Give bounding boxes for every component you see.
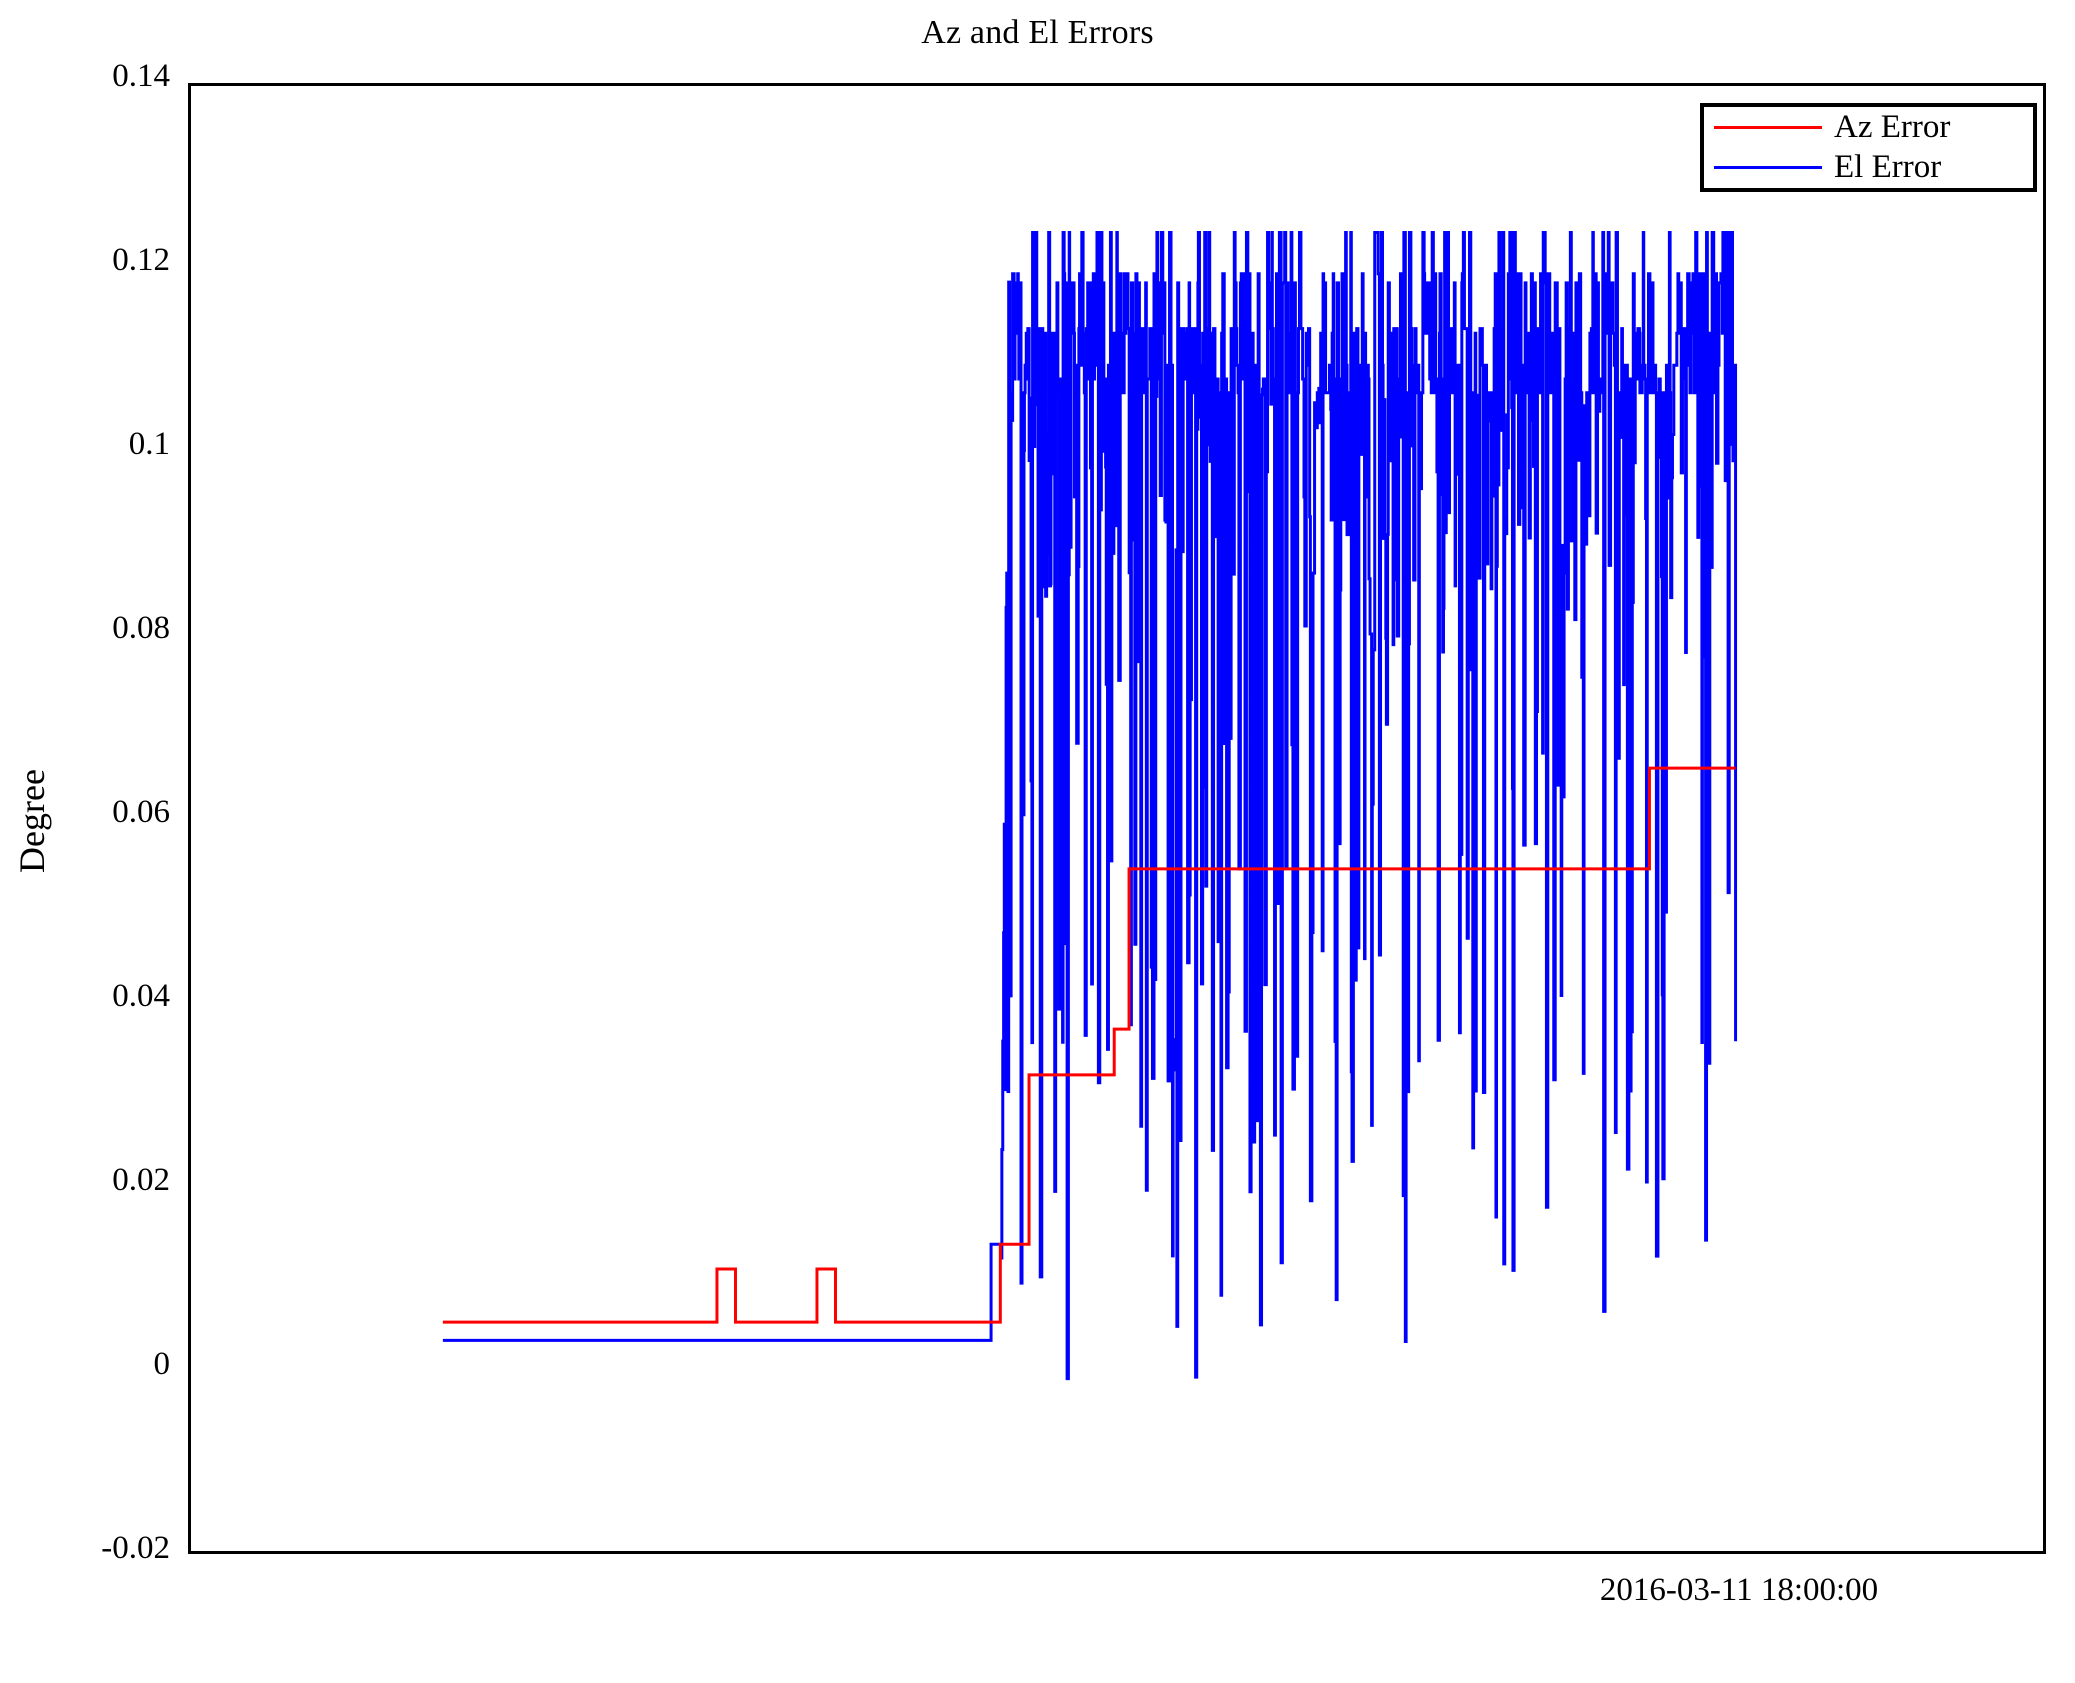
legend-color-swatch-el bbox=[1714, 166, 1822, 170]
y-tick-label-1: 0.12 bbox=[112, 242, 170, 278]
series-az-error bbox=[442, 766, 1736, 1324]
legend-label-az: Az Error bbox=[1834, 108, 1951, 145]
y-tick-label-4: 0.06 bbox=[112, 794, 170, 830]
x-tick-label: 2016-03-11 18:00:00 bbox=[1599, 1572, 1879, 1608]
y-tick-label-7: 0 bbox=[153, 1346, 171, 1382]
legend-item-el-error: El Error bbox=[1704, 148, 2033, 189]
legend: Az Error El Error bbox=[1700, 103, 2037, 192]
y-tick-label-0: 0.14 bbox=[112, 58, 170, 94]
series-el-error bbox=[442, 231, 1738, 1381]
y-tick-label-8: -0.02 bbox=[101, 1530, 170, 1566]
plot-area bbox=[188, 83, 2046, 1554]
data-series-canvas bbox=[442, 231, 1738, 1381]
y-tick-label-5: 0.04 bbox=[112, 978, 170, 1014]
page-title: Az and El Errors bbox=[921, 14, 1154, 51]
y-tick-label-6: 0.02 bbox=[112, 1162, 170, 1198]
legend-label-el: El Error bbox=[1834, 149, 1942, 186]
legend-item-az-error: Az Error bbox=[1704, 107, 2033, 148]
y-tick-label-3: 0.08 bbox=[112, 610, 170, 646]
y-tick-label-2: 0.1 bbox=[128, 426, 170, 462]
legend-color-swatch-az bbox=[1714, 125, 1822, 129]
